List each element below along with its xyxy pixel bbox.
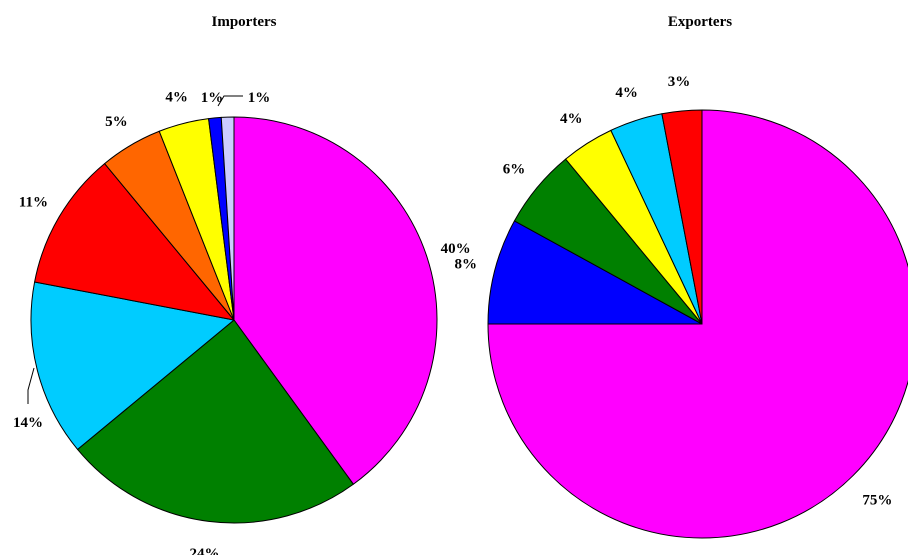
importers-data-label-8: 1% xyxy=(201,90,224,106)
importers-data-label-2: 24% xyxy=(190,546,220,555)
exporters-data-label-1: 75% xyxy=(862,492,892,508)
importers-leader-line-3 xyxy=(27,367,35,404)
importers-slice-2 xyxy=(77,319,354,524)
exporters-data-label-6: 3% xyxy=(668,74,691,90)
importers-data-label-5: 5% xyxy=(105,114,128,130)
exporters-slice-2 xyxy=(487,220,703,325)
exporters-data-label-2: 8% xyxy=(454,256,477,272)
importers-leader-line-7 xyxy=(217,95,243,107)
exporters-data-label-4: 4% xyxy=(560,111,583,127)
importers-data-label-4: 11% xyxy=(19,194,48,210)
importers-data-label-6: 4% xyxy=(165,89,188,105)
exporters-chart-title: Exporters xyxy=(668,14,732,30)
importers-slice-4 xyxy=(34,163,235,321)
exporters-data-label-3: 6% xyxy=(503,162,526,178)
importers-slice-3 xyxy=(30,281,235,450)
importers-data-label-7: 1% xyxy=(248,90,271,106)
importers-chart-title: Importers xyxy=(212,14,277,30)
importers-slice-8 xyxy=(220,116,235,321)
importers-pie: 40% 24% 14% 11% 5% 4% 1% 1% xyxy=(13,89,471,555)
importers-data-label-1: 40% xyxy=(441,241,471,257)
exporters-slice-6 xyxy=(661,109,703,325)
exporters-pie: 75% 8% 6% 4% 4% 3% xyxy=(454,74,908,539)
exporters-slice-1 xyxy=(487,109,908,539)
exporters-data-label-5: 4% xyxy=(615,85,638,101)
importers-data-label-3: 14% xyxy=(13,415,43,431)
importers-slice-1 xyxy=(233,116,438,485)
